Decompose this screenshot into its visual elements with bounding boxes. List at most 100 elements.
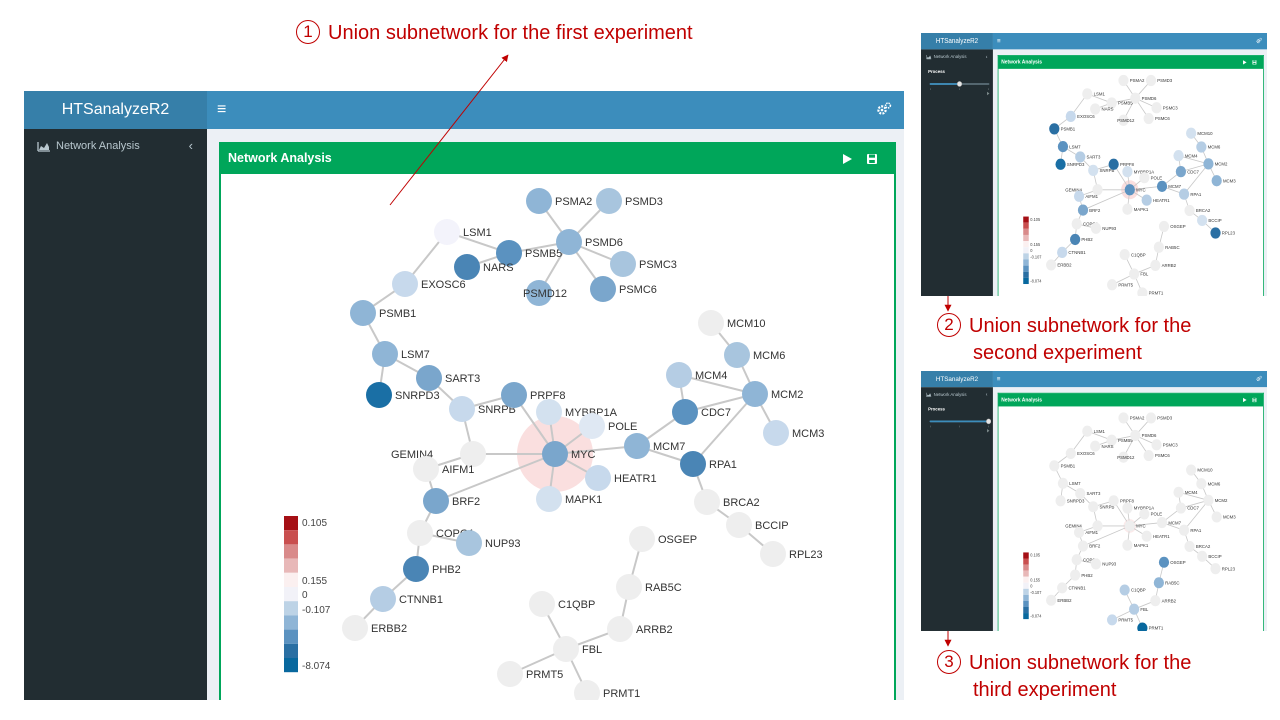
- node-circle[interactable]: [1130, 429, 1141, 442]
- node-circle[interactable]: [585, 465, 611, 491]
- network-node[interactable]: RPL23: [760, 541, 823, 567]
- sidebar-item-network-analysis[interactable]: Network Analysis ‹: [921, 49, 993, 65]
- node-circle[interactable]: [1108, 495, 1119, 507]
- node-circle[interactable]: [1137, 287, 1148, 296]
- network-node[interactable]: MCM2: [1203, 494, 1228, 506]
- brand-logo[interactable]: HTSanalyzeR2: [921, 33, 993, 50]
- network-node[interactable]: AIFM1: [1073, 190, 1099, 202]
- network-node[interactable]: NARS: [1090, 440, 1113, 452]
- network-node[interactable]: CDC7: [672, 399, 731, 425]
- network-node[interactable]: RPA1: [680, 451, 737, 477]
- node-circle[interactable]: [1090, 103, 1101, 115]
- node-circle[interactable]: [694, 489, 720, 515]
- node-circle[interactable]: [1118, 451, 1129, 463]
- network-node[interactable]: NARS: [1090, 103, 1113, 115]
- node-circle[interactable]: [1122, 539, 1133, 551]
- node-circle[interactable]: [590, 276, 616, 302]
- network-node[interactable]: AIFM1: [1073, 526, 1099, 538]
- network-node[interactable]: SART3: [416, 365, 480, 391]
- node-circle[interactable]: [1119, 584, 1130, 596]
- node-circle[interactable]: [1143, 112, 1154, 125]
- node-circle[interactable]: [536, 486, 562, 512]
- network-node[interactable]: PSMC3: [1151, 102, 1178, 114]
- node-circle[interactable]: [1178, 524, 1190, 536]
- network-node[interactable]: BRCA2: [1184, 540, 1211, 553]
- network-node[interactable]: PSMD6: [556, 229, 623, 255]
- node-circle[interactable]: [1073, 526, 1085, 538]
- network-node[interactable]: GEMIN4: [391, 441, 486, 467]
- node-circle[interactable]: [1055, 158, 1066, 170]
- network-node[interactable]: FBL: [1129, 268, 1149, 280]
- network-node[interactable]: RPL23: [1210, 227, 1235, 239]
- node-circle[interactable]: [1158, 220, 1170, 233]
- save-icon[interactable]: [1252, 60, 1257, 65]
- node-circle[interactable]: [1073, 190, 1085, 202]
- node-circle[interactable]: [596, 188, 622, 214]
- node-circle[interactable]: [1106, 97, 1117, 109]
- network-node[interactable]: POLE: [1139, 508, 1162, 520]
- node-circle[interactable]: [1070, 233, 1081, 246]
- network-node[interactable]: NUP93: [1090, 222, 1117, 234]
- gears-icon[interactable]: [1256, 37, 1262, 44]
- network-node[interactable]: LSM1: [1082, 425, 1105, 437]
- node-circle[interactable]: [1124, 184, 1135, 196]
- network-node[interactable]: PRMT1: [1137, 287, 1164, 296]
- network-node[interactable]: MAPK1: [1122, 203, 1149, 215]
- node-circle[interactable]: [1122, 203, 1133, 215]
- network-node[interactable]: MCM10: [1186, 464, 1213, 476]
- network-node[interactable]: PRMT5: [497, 661, 563, 687]
- slider-play-icon[interactable]: [987, 91, 990, 96]
- node-circle[interactable]: [1196, 141, 1207, 153]
- network-node[interactable]: MCM6: [1196, 141, 1221, 153]
- network-node[interactable]: PRPF8: [1108, 158, 1135, 170]
- network-node[interactable]: MCM3: [763, 420, 824, 446]
- network-node[interactable]: OSGEP: [1158, 556, 1186, 568]
- node-circle[interactable]: [526, 280, 552, 306]
- node-circle[interactable]: [529, 591, 555, 617]
- node-circle[interactable]: [726, 512, 752, 538]
- network-node[interactable]: SNRPB: [1088, 501, 1114, 513]
- node-circle[interactable]: [556, 229, 582, 255]
- node-circle[interactable]: [1150, 595, 1161, 607]
- node-circle[interactable]: [1141, 530, 1152, 542]
- network-node[interactable]: PRMT5: [1106, 614, 1133, 626]
- node-circle[interactable]: [1090, 558, 1102, 570]
- network-node[interactable]: RPL23: [1210, 563, 1235, 575]
- node-circle[interactable]: [742, 381, 768, 407]
- network-node[interactable]: LSM7: [1057, 477, 1081, 489]
- slider-play-icon[interactable]: [987, 429, 990, 433]
- network-node[interactable]: RPA1: [1178, 188, 1202, 200]
- network-node[interactable]: PSMD3: [596, 188, 663, 214]
- play-icon[interactable]: [841, 153, 853, 165]
- network-node[interactable]: MYC: [542, 441, 596, 467]
- network-node[interactable]: SNRPD3: [1055, 495, 1085, 507]
- sidebar-item-network-analysis[interactable]: Network Analysis ‹: [921, 387, 993, 402]
- network-node[interactable]: PSMC3: [610, 251, 677, 277]
- node-circle[interactable]: [680, 451, 706, 477]
- node-circle[interactable]: [1143, 449, 1154, 462]
- node-circle[interactable]: [1118, 114, 1129, 126]
- node-circle[interactable]: [1211, 511, 1222, 523]
- node-circle[interactable]: [1108, 158, 1119, 170]
- network-node[interactable]: MYC: [1124, 520, 1147, 532]
- node-circle[interactable]: [1090, 440, 1101, 452]
- node-circle[interactable]: [1057, 140, 1069, 153]
- node-circle[interactable]: [434, 219, 460, 245]
- network-node[interactable]: MYBBP1A: [536, 399, 618, 425]
- network-node[interactable]: ERBB2: [342, 615, 407, 641]
- node-circle[interactable]: [1082, 88, 1093, 100]
- network-node[interactable]: MCM4: [666, 362, 727, 388]
- node-circle[interactable]: [1070, 569, 1081, 581]
- node-circle[interactable]: [1092, 184, 1103, 196]
- network-node[interactable]: SNRPD3: [366, 382, 440, 408]
- network-node[interactable]: PSMD12: [1117, 114, 1135, 126]
- network-graph[interactable]: LSM1 PSMA2 PSMD3 PSMB5 PSMD6 NARS PSMC3 PSMD12 P…: [998, 69, 1263, 296]
- network-node[interactable]: MCM4: [1173, 486, 1198, 498]
- network-node[interactable]: PSMB1: [1049, 460, 1076, 472]
- network-node[interactable]: MCM6: [724, 342, 785, 368]
- node-circle[interactable]: [1139, 508, 1150, 520]
- network-node[interactable]: ARRB2: [1150, 259, 1176, 271]
- node-circle[interactable]: [1106, 434, 1117, 446]
- network-node[interactable]: MCM3: [1211, 511, 1237, 523]
- node-circle[interactable]: [403, 556, 429, 582]
